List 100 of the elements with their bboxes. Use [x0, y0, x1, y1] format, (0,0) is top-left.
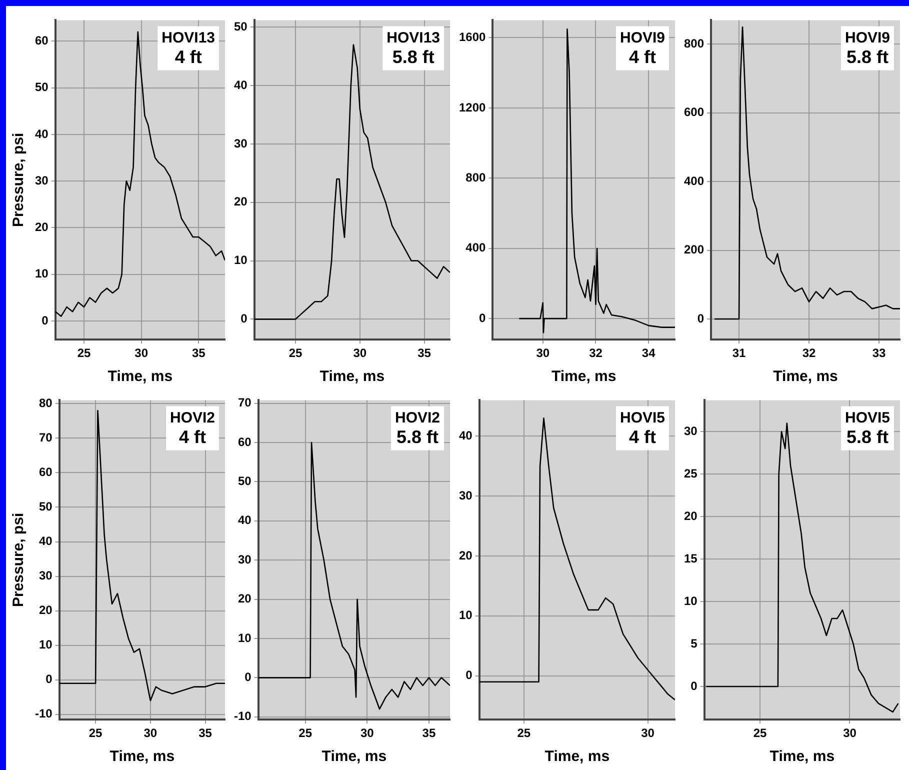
x-tick-label: 30: [641, 726, 655, 740]
y-tick-label: 20: [238, 592, 252, 606]
x-tick-label: 32: [802, 346, 816, 360]
y-tick-label: 60: [34, 33, 49, 48]
y-tick-label: 30: [34, 173, 49, 188]
x-axis-title: Time, ms: [322, 748, 387, 766]
y-tick-label: 20: [684, 508, 698, 523]
x-tick-label: 34: [642, 346, 656, 360]
y-tick-label: 10: [34, 266, 49, 281]
annotation: 4 ft: [628, 47, 656, 68]
x-tick-label: 35: [418, 346, 432, 360]
x-tick-label: 25: [288, 346, 303, 360]
annotation: 5.8 ft: [392, 47, 434, 68]
annotation: HOVI2: [170, 409, 215, 426]
annotation: HOVI13: [162, 29, 215, 46]
y-tick-label: 60: [38, 465, 53, 480]
y-tick-label: 25: [684, 466, 698, 480]
y-tick-label: 20: [234, 194, 248, 209]
y-tick-label: 50: [34, 80, 49, 94]
y-tick-label: 40: [458, 428, 473, 442]
x-tick-label: 30: [843, 726, 857, 740]
y-tick-label: 10: [38, 638, 53, 652]
y-tick-label: 30: [684, 424, 698, 438]
x-tick-label: 35: [422, 726, 436, 740]
x-tick-label: 30: [144, 726, 158, 740]
y-tick-label: 15: [684, 551, 698, 566]
y-tick-label: 0: [697, 311, 704, 326]
x-tick-label: 30: [536, 346, 550, 360]
x-tick-label: 35: [198, 726, 212, 740]
y-tick-label: 60: [238, 434, 252, 449]
y-tick-label: 30: [38, 568, 53, 583]
y-tick-label: 40: [234, 78, 248, 92]
annotation: 4 ft: [178, 427, 206, 448]
x-tick-label: 30: [353, 346, 367, 360]
y-tick-label: 0: [690, 678, 698, 693]
x-tick-label: 30: [134, 346, 148, 360]
x-axis-title: Time, ms: [773, 368, 838, 386]
y-tick-label: 50: [38, 500, 53, 514]
x-tick-label: 35: [192, 346, 206, 360]
y-tick-label: 40: [238, 513, 252, 528]
y-tick-label: 50: [234, 20, 248, 34]
annotation: HOVI13: [386, 29, 440, 46]
x-tick-label: 25: [77, 346, 91, 360]
y-tick-label: 400: [466, 240, 486, 255]
x-axis-title: Time, ms: [108, 368, 173, 386]
y-tick-label: 0: [240, 311, 248, 326]
y-tick-label: 400: [684, 174, 704, 188]
y-tick-label: 10: [458, 608, 473, 622]
y-tick-label: 0: [479, 310, 486, 325]
x-tick-label: 25: [517, 726, 531, 740]
y-tick-label: 20: [458, 548, 473, 562]
y-tick-label: 10: [238, 630, 252, 645]
annotation: 5.8 ft: [396, 427, 438, 448]
y-tick-label: 70: [38, 430, 53, 444]
x-axis-title: Time, ms: [110, 748, 175, 766]
y-tick-label: 40: [34, 126, 49, 141]
x-tick-label: 33: [872, 346, 886, 360]
annotation: 4 ft: [628, 427, 656, 448]
y-tick-label: 5: [690, 636, 698, 650]
x-tick-label: 30: [360, 726, 374, 740]
y-tick-label: 10: [234, 253, 248, 268]
x-tick-label: 25: [753, 726, 767, 740]
y-tick-label: 30: [458, 488, 473, 502]
y-tick-label: 0: [466, 668, 473, 682]
y-tick-label: 1600: [458, 30, 486, 44]
x-tick-label: 25: [88, 726, 103, 740]
x-axis-title: Time, ms: [544, 748, 610, 766]
x-tick-label: 25: [298, 726, 312, 740]
annotation: HOVI5: [620, 409, 665, 426]
annotation: HOVI2: [394, 409, 440, 426]
x-axis-title: Time, ms: [770, 748, 835, 766]
y-tick-label: 40: [38, 534, 53, 548]
y-tick-label: -10: [35, 706, 53, 721]
y-tick-label: 600: [684, 105, 704, 120]
y-tick-label: 800: [684, 36, 704, 51]
annotation: HOVI9: [620, 29, 665, 46]
y-tick-label: 1200: [458, 100, 486, 114]
y-axis-title: Pressure, psi: [10, 132, 28, 228]
x-axis-title: Time, ms: [320, 368, 385, 386]
y-tick-label: 800: [466, 170, 486, 184]
y-tick-label: -10: [234, 709, 252, 724]
y-tick-label: 20: [38, 603, 53, 618]
x-tick-label: 32: [589, 346, 603, 360]
y-axis-title: Pressure, psi: [10, 512, 28, 608]
annotation: 4 ft: [174, 47, 202, 68]
y-tick-label: 80: [38, 396, 53, 410]
y-tick-label: 30: [234, 136, 248, 150]
x-axis-title: Time, ms: [551, 368, 616, 386]
annotation: 5.8 ft: [846, 47, 888, 68]
y-tick-label: 50: [238, 474, 252, 488]
y-tick-label: 10: [684, 594, 698, 608]
annotation: 5.8 ft: [846, 427, 888, 448]
y-tick-label: 0: [42, 313, 49, 328]
y-tick-label: 200: [684, 242, 704, 257]
y-tick-label: 70: [238, 396, 252, 410]
y-tick-label: 0: [244, 670, 252, 684]
annotation: HOVI9: [844, 29, 890, 46]
x-tick-label: 31: [732, 346, 746, 360]
y-tick-label: 20: [34, 220, 49, 234]
y-tick-label: 0: [46, 672, 53, 686]
